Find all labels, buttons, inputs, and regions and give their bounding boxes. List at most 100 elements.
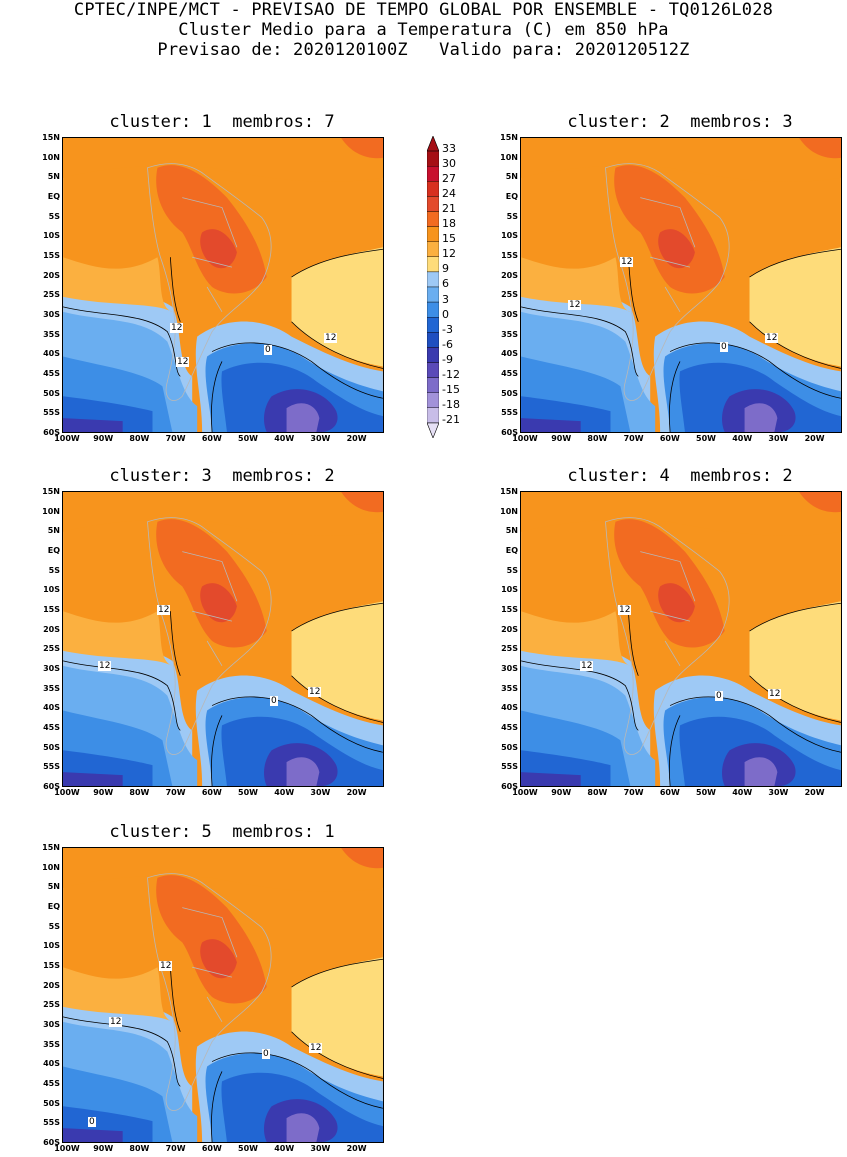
longitude-label: 40W [274, 434, 295, 443]
latitude-label: 55S [43, 762, 60, 772]
colorbar [426, 135, 440, 439]
longitude-label: 20W [346, 788, 367, 797]
longitude-label: 100W [54, 1144, 80, 1153]
longitude-label: 80W [129, 1144, 150, 1153]
latitude-label: 5S [506, 565, 518, 575]
contour-label: 12 [159, 961, 173, 971]
latitude-label: EQ [47, 902, 60, 911]
temperature-map [62, 137, 384, 433]
latitude-label: 15N [500, 133, 518, 142]
colorbar-label: 6 [442, 277, 449, 291]
longitude-label: 70W [165, 788, 186, 797]
longitude-label: 20W [804, 788, 825, 797]
longitude-label: 50W [238, 788, 258, 797]
longitude-label: 40W [274, 788, 295, 797]
panel-title: cluster: 3 membros: 2 [109, 466, 335, 486]
colorbar-label: 0 [442, 307, 449, 321]
contour-label: 0 [270, 696, 278, 706]
longitude-label: 50W [238, 1144, 258, 1153]
contour-label: 12 [324, 333, 338, 343]
latitude-label: 50S [43, 742, 60, 752]
colorbar-segment [426, 362, 440, 378]
latitude-label: 20S [501, 270, 518, 280]
panel-title: cluster: 1 membros: 7 [109, 112, 335, 132]
latitude-label: 60S [501, 782, 518, 791]
latitude-label: 15S [501, 251, 518, 260]
longitude-label: 80W [587, 788, 608, 797]
longitude-label: 30W [768, 434, 789, 443]
latitude-label: 5N [505, 526, 518, 536]
longitude-label: 60W [201, 1144, 222, 1153]
longitude-label: 60W [201, 788, 222, 797]
longitude-label: 40W [732, 434, 753, 443]
longitude-label: 40W [732, 788, 753, 797]
latitude-label: 5S [48, 921, 60, 931]
colorbar-segment [426, 196, 440, 212]
contour-label: 12 [765, 333, 779, 343]
colorbar-label: -9 [442, 352, 453, 366]
latitude-label: 30S [501, 664, 518, 673]
colorbar-segment [426, 392, 440, 409]
latitude-label: 15S [43, 961, 60, 970]
temperature-map [62, 847, 384, 1143]
latitude-label: 25S [501, 290, 518, 300]
latitude-label: 55S [501, 408, 518, 418]
longitude-label: 40W [274, 1144, 295, 1153]
colorbar-label: -21 [442, 413, 460, 427]
colorbar-label: -3 [442, 322, 453, 336]
latitude-label: 5S [48, 211, 60, 221]
latitude-label: 20S [43, 980, 60, 990]
panel-title: cluster: 4 membros: 2 [567, 466, 793, 486]
latitude-label: 15N [42, 843, 60, 852]
longitude-label: 70W [623, 434, 644, 443]
longitude-label: 80W [587, 434, 608, 443]
colorbar-label: 24 [442, 186, 456, 200]
header-line-2: Cluster Medio para a Temperatura (C) em … [178, 20, 669, 40]
colorbar-segment [426, 256, 440, 273]
latitude-label: 55S [43, 408, 60, 418]
longitude-label: 80W [129, 788, 150, 797]
latitude-label: 30S [43, 1020, 60, 1029]
colorbar-label: 18 [442, 217, 456, 231]
longitude-label: 100W [54, 434, 80, 443]
latitude-label: 10S [501, 585, 518, 595]
longitude-label: 80W [129, 434, 150, 443]
contour-label: 12 [98, 661, 112, 671]
longitude-label: 70W [165, 434, 186, 443]
contour-label: 12 [309, 1043, 323, 1053]
colorbar-segment [426, 226, 440, 242]
latitude-label: 5S [48, 565, 60, 575]
latitude-label: 30S [501, 310, 518, 319]
contour-label: 12 [308, 687, 322, 697]
latitude-label: 20S [501, 624, 518, 634]
latitude-label: 55S [501, 762, 518, 772]
longitude-label: 20W [346, 434, 367, 443]
latitude-label: 45S [43, 369, 60, 378]
latitude-label: 5N [47, 526, 60, 536]
latitude-label: 55S [43, 1118, 60, 1128]
colorbar-segment [426, 241, 440, 257]
latitude-label: 10N [42, 862, 60, 872]
longitude-label: 50W [696, 788, 716, 797]
latitude-label: 30S [43, 310, 60, 319]
longitude-label: 100W [512, 788, 538, 797]
longitude-label: 90W [93, 788, 114, 797]
contour-label: 12 [109, 1017, 123, 1027]
latitude-label: 45S [43, 723, 60, 732]
latitude-label: 5S [506, 211, 518, 221]
longitude-label: 30W [768, 788, 789, 797]
latitude-label: 5N [47, 882, 60, 892]
latitude-label: 15N [42, 133, 60, 142]
colorbar-segment [426, 211, 440, 227]
latitude-label: 45S [43, 1079, 60, 1088]
latitude-label: 50S [501, 742, 518, 752]
latitude-label: 40S [43, 1059, 60, 1069]
colorbar-segment [426, 286, 440, 303]
contour-label: 12 [157, 605, 171, 615]
header-line-3: Previsao de: 2020120100Z Valido para: 20… [157, 40, 690, 60]
colorbar-bottom-arrow [426, 422, 440, 439]
header-line-1: CPTEC/INPE/MCT - PREVISAO DE TEMPO GLOBA… [73, 0, 774, 20]
latitude-label: 25S [501, 644, 518, 654]
colorbar-segment [426, 332, 440, 348]
colorbar-segment [426, 166, 440, 182]
